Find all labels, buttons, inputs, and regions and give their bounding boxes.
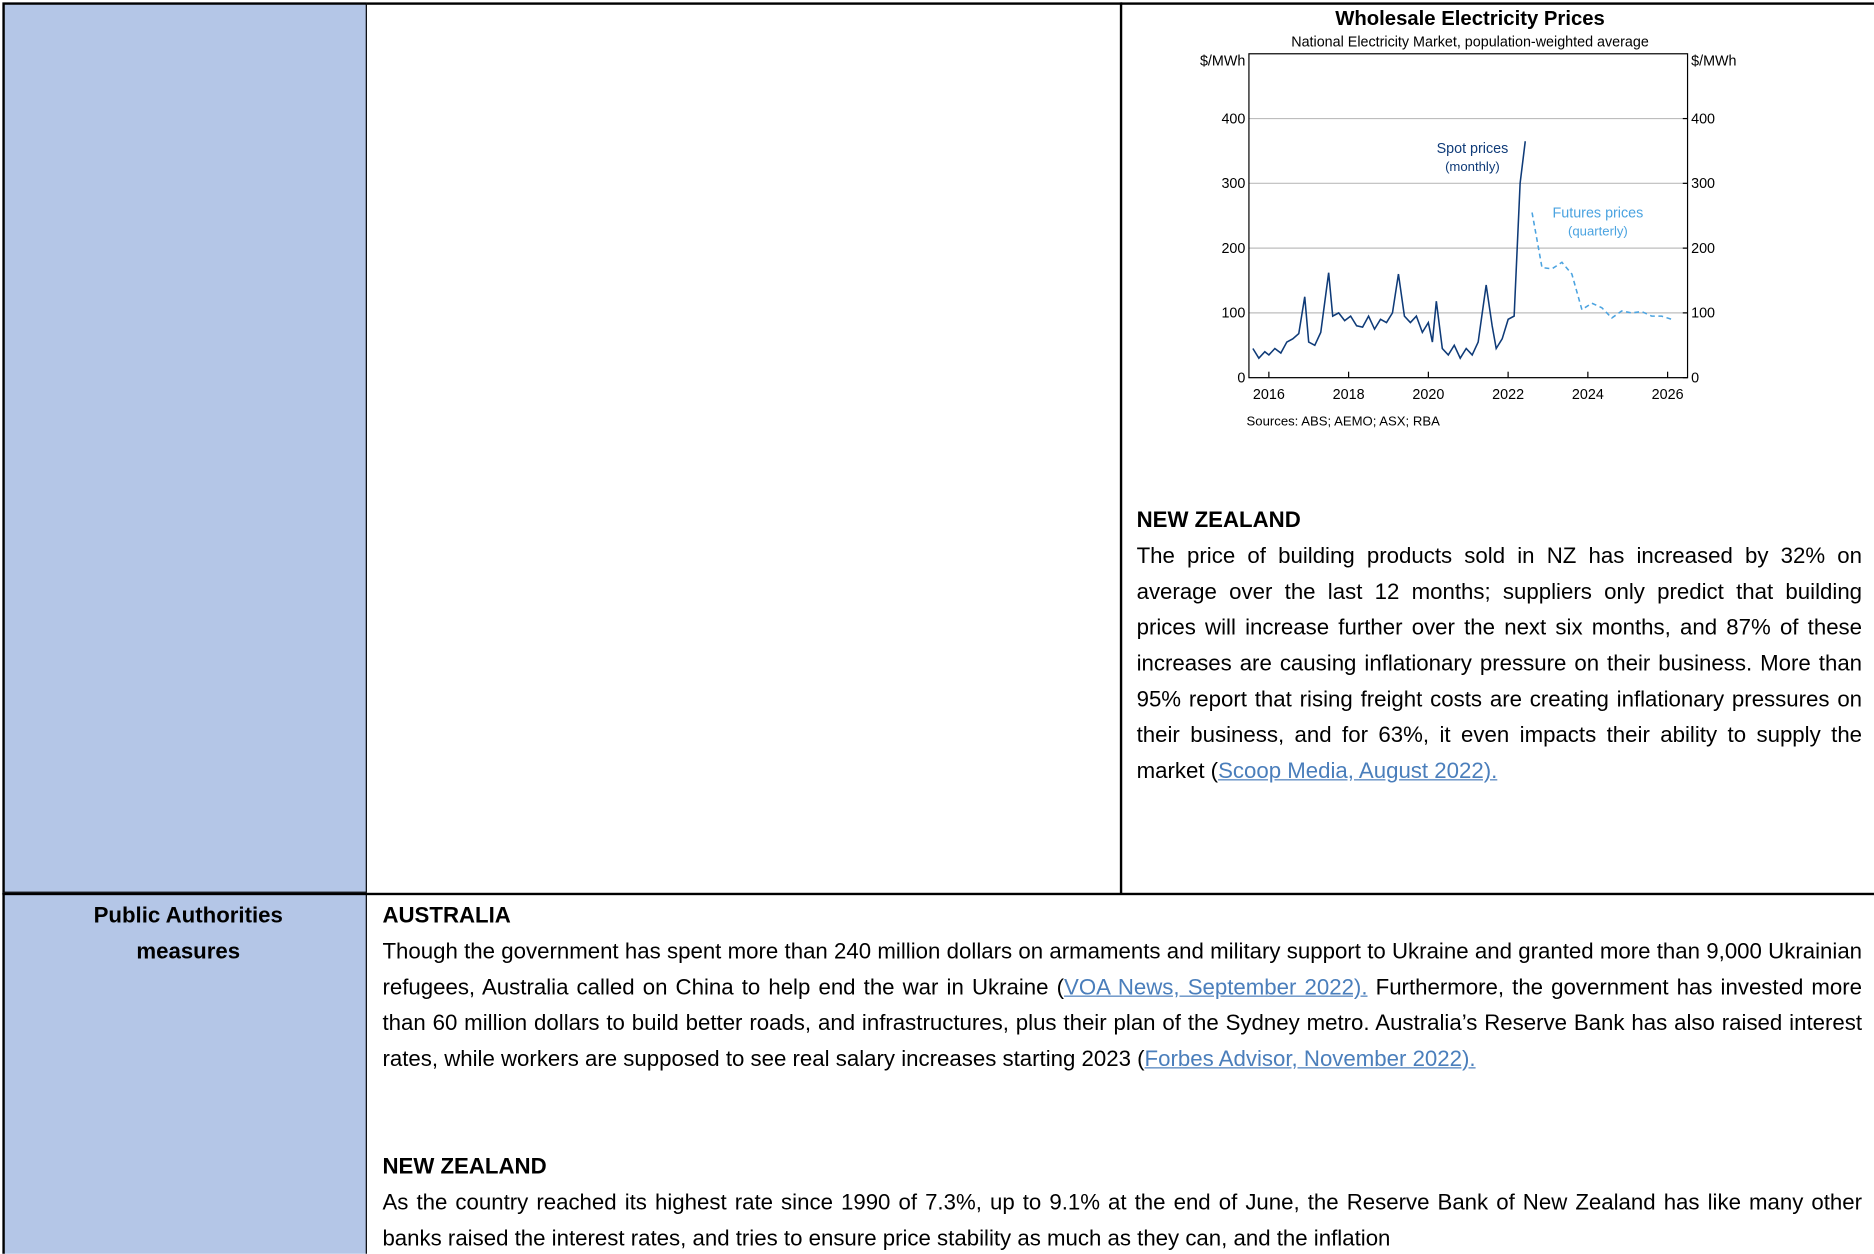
paragraph-text: Though the government has spent more tha… — [382, 938, 1863, 1000]
nz-building-section: NEW ZEALAND The price of building produc… — [1137, 502, 1862, 789]
paragraph: Though the government has spent more tha… — [382, 933, 1862, 1076]
x-tick-label: 2026 — [1652, 387, 1684, 403]
y2-tick-label: 100 — [1691, 306, 1715, 322]
y2-axis-label: $/MWh — [1691, 54, 1736, 70]
australia-section: AUSTRALIA Though the government has spen… — [382, 898, 1862, 1077]
series-line — [1252, 141, 1527, 360]
label-column-bottom — [2, 892, 367, 1254]
empty-cell — [366, 2, 1123, 894]
y-axis-label: $/MWh — [1200, 54, 1245, 70]
chart-source: Sources: ABS; AEMO; ASX; RBA — [1247, 413, 1441, 428]
row-label: Public Authorities measures — [93, 902, 283, 964]
series-note: (quarterly) — [1568, 223, 1628, 238]
series-note: (monthly) — [1445, 159, 1500, 174]
y2-tick-label: 200 — [1691, 241, 1715, 257]
series-line — [1531, 212, 1672, 321]
x-tick-label: 2018 — [1333, 387, 1365, 403]
source-link[interactable]: VOA News, September 2022). — [1064, 974, 1368, 1000]
x-tick-label: 2024 — [1572, 387, 1604, 403]
paragraph-text: Furthermore, the government has invested… — [382, 974, 1863, 1071]
label-column-top — [2, 2, 367, 894]
y2-tick-label: 0 — [1691, 370, 1699, 386]
x-tick-label: 2020 — [1412, 387, 1444, 403]
y2-tick-label: 400 — [1691, 111, 1715, 127]
section-heading: AUSTRALIA — [382, 902, 511, 928]
y-tick-label: 400 — [1221, 111, 1245, 127]
y-tick-label: 200 — [1221, 241, 1245, 257]
chart-title: Wholesale Electricity Prices — [1335, 8, 1605, 30]
new-zealand-section: NEW ZEALAND As the country reached its h… — [382, 1149, 1862, 1254]
chart-subtitle: National Electricity Market, population-… — [1291, 35, 1649, 51]
section-heading: NEW ZEALAND — [1136, 506, 1301, 532]
chart-cell — [1121, 2, 1874, 894]
section-heading: NEW ZEALAND — [382, 1153, 547, 1179]
series-label: Spot prices — [1437, 141, 1509, 157]
chart: Wholesale Electricity Prices National El… — [1200, 8, 1737, 428]
y-tick-label: 300 — [1221, 176, 1245, 192]
y-tick-label: 0 — [1237, 370, 1245, 386]
series-label: Futures prices — [1553, 206, 1644, 222]
plot-frame — [1248, 53, 1689, 379]
x-tick-label: 2022 — [1492, 387, 1524, 403]
content-cell — [366, 892, 1874, 1254]
source-link[interactable]: Forbes Advisor, November 2022). — [1144, 1045, 1476, 1071]
y2-tick-label: 300 — [1691, 176, 1715, 192]
paragraph: As the country reached its highest rate … — [382, 1189, 1863, 1251]
paragraph-text: The price of building products sold in N… — [1136, 542, 1863, 783]
source-link[interactable]: Scoop Media, August 2022). — [1218, 757, 1498, 783]
y-tick-label: 100 — [1221, 306, 1245, 322]
paragraph: The price of building products sold in N… — [1137, 538, 1862, 789]
x-tick-label: 2016 — [1253, 387, 1285, 403]
